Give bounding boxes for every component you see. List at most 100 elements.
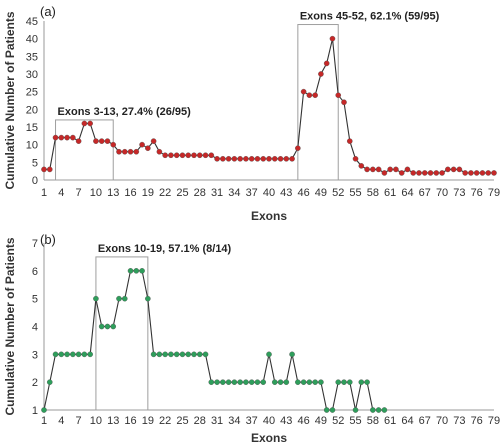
data-point [318,379,324,385]
data-point [370,407,376,413]
y-tick-label: 10 [26,140,38,152]
data-point [41,166,47,173]
y-tick-label: 2 [32,377,38,389]
data-point [214,155,220,162]
y-tick-label: 25 [26,87,38,99]
data-point [266,351,272,358]
data-point [375,166,382,173]
data-point [87,120,93,127]
data-point [52,134,59,141]
data-point [387,166,393,173]
data-point [75,138,82,144]
data-point [145,145,151,151]
x-tick-label: 34 [228,187,240,199]
data-point [421,170,428,176]
data-point [439,170,445,176]
x-tick-label: 4 [58,415,64,427]
data-point [104,138,111,144]
y-axis-title: Cumulative Number of Patients [3,11,17,189]
data-point [173,351,180,358]
data-point [364,166,370,173]
x-tick-label: 7 [76,415,82,427]
x-tick-label: 1 [41,187,47,199]
data-point [93,295,99,302]
x-tick-label: 58 [367,187,379,199]
x-tick-label: 40 [263,187,275,199]
data-point [254,155,261,162]
data-point [346,138,353,144]
data-point [121,295,128,302]
data-point [179,351,186,358]
data-point [93,138,99,144]
data-point [52,351,59,358]
data-point [231,379,238,385]
y-tick-label: 40 [26,34,38,46]
x-tick-label: 19 [142,415,154,427]
data-point [150,138,157,144]
x-axis-title: Exons [251,209,287,223]
y-tick-label: 3 [32,349,38,361]
data-point [312,92,318,98]
x-tick-label: 58 [367,415,379,427]
data-point [98,323,105,330]
data-point [398,170,405,176]
x-tick-label: 7 [76,187,82,199]
data-point [168,152,174,159]
data-point [352,407,359,413]
data-point [191,152,197,159]
data-point [341,379,347,385]
panel-label: (a) [40,4,56,19]
data-point [168,351,174,358]
x-tick-label: 46 [297,415,309,427]
x-tick-label: 16 [124,187,136,199]
data-point [370,166,376,173]
x-tick-label: 25 [176,187,188,199]
x-tick-label: 55 [349,415,361,427]
data-point [116,295,122,302]
data-point [202,152,209,159]
data-point [220,379,226,385]
y-axis-title: Cumulative Number of Patients [3,237,17,415]
data-point [260,379,267,385]
annotation-label: Exons 45-52, 62.1% (59/95) [300,11,440,23]
x-tick-label: 31 [211,415,223,427]
annotation-label: Exons 3-13, 27.4% (26/95) [58,106,192,118]
data-point [196,351,203,358]
data-point [427,170,434,176]
data-point [248,379,255,385]
y-tick-label: 5 [32,294,38,306]
data-point [410,170,417,176]
x-tick-label: 13 [107,187,119,199]
data-point [191,351,197,358]
data-point [127,148,134,155]
y-tick-label: 20 [26,104,38,116]
chart-panel-1: 0 5 10 15 20 25 30 35 40 45 1 4 7 10 13 16 19 22 25 28 31 34 3… [3,4,500,223]
x-axis-title: Exons [251,431,287,445]
annotation-box [297,24,339,181]
data-point [462,170,468,176]
data-point [266,155,272,162]
data-point [208,379,215,385]
data-point [306,379,313,385]
data-point [81,351,88,358]
data-point [185,152,192,159]
x-tick-label: 13 [107,415,119,427]
x-tick-label: 76 [471,415,483,427]
data-point [312,379,318,385]
x-tick-label: 43 [280,415,292,427]
data-point [283,155,290,162]
data-point [46,166,53,173]
data-point [46,379,53,385]
x-tick-label: 19 [142,187,154,199]
data-point [156,148,163,155]
data-point [479,170,486,176]
data-point [173,152,180,159]
data-point [341,99,347,106]
data-point [75,351,82,358]
data-point [375,407,382,413]
x-tick-label: 22 [159,415,171,427]
y-tick-label: 5 [32,157,38,169]
data-point [116,148,122,155]
